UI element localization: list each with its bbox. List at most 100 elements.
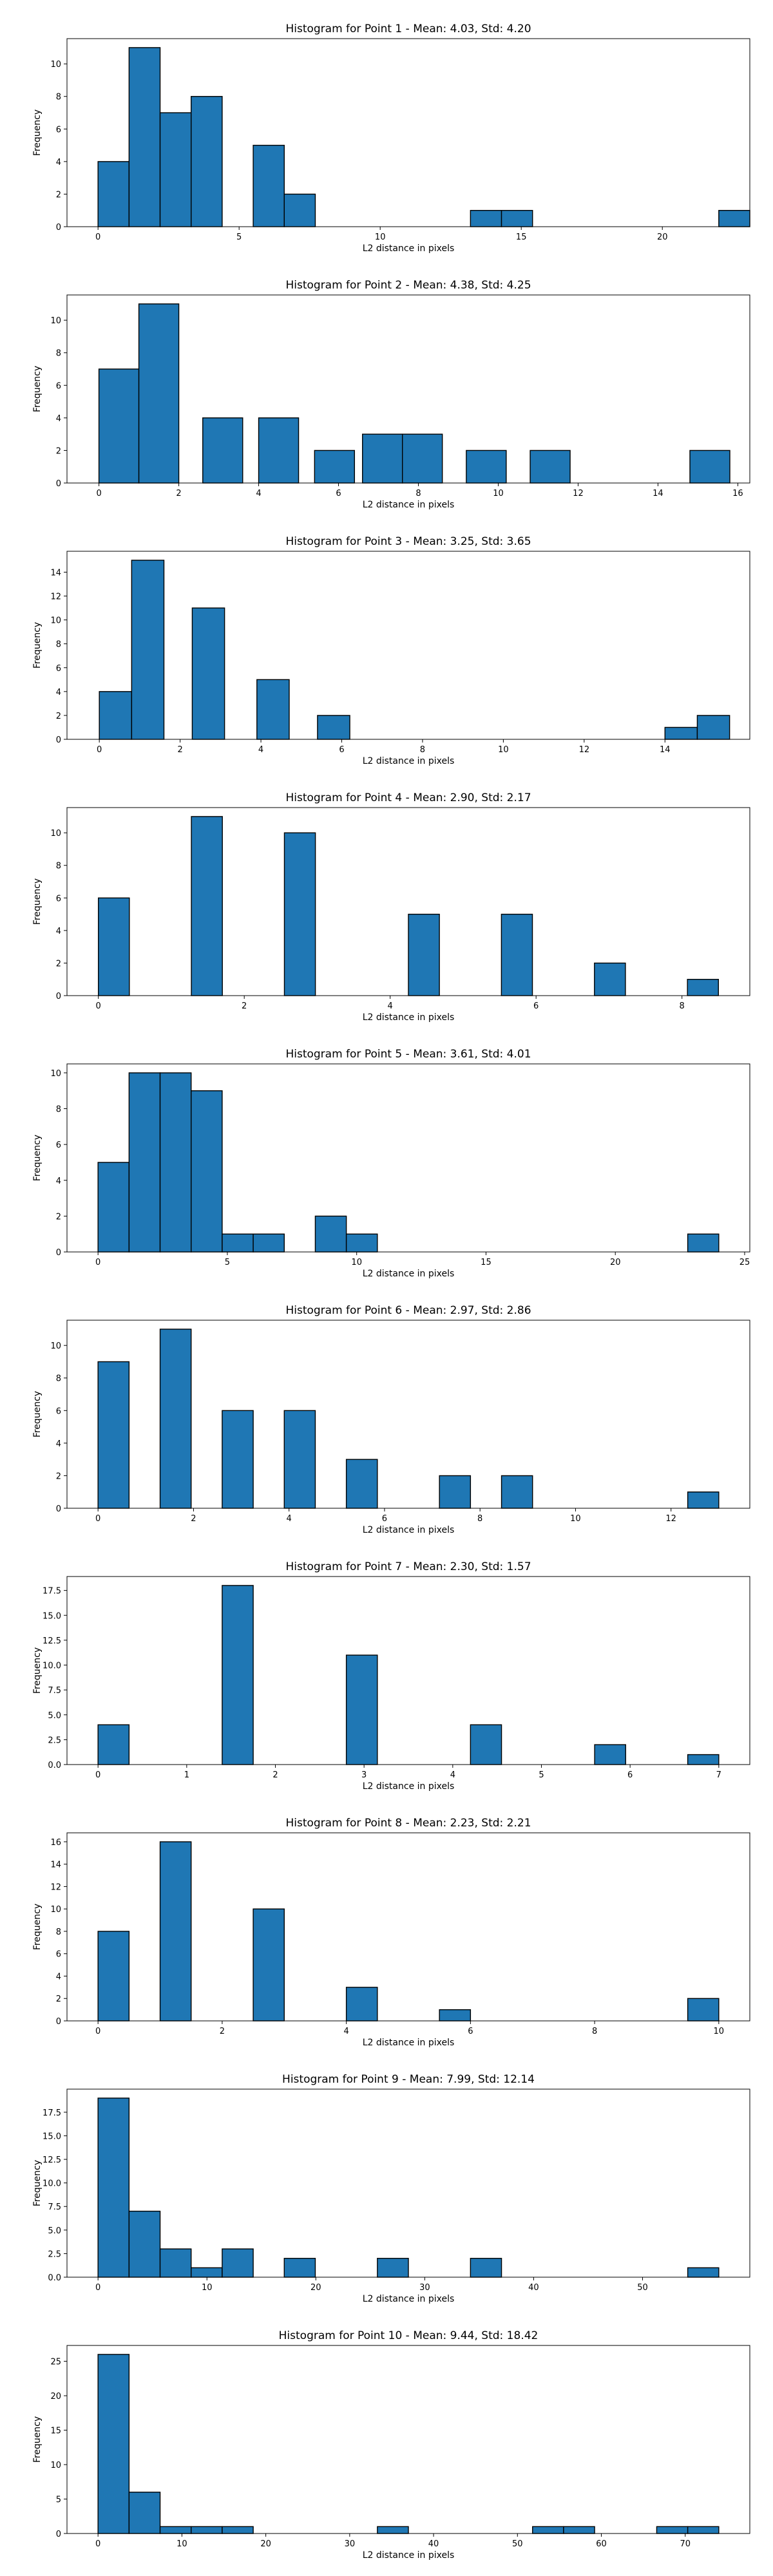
histogram-bar <box>159 1072 192 1253</box>
y-axis-label: Frequency <box>32 1647 43 1694</box>
histogram-bar <box>345 1459 378 1509</box>
y-tick-label: 4 <box>56 927 61 936</box>
axes-frame <box>66 1832 750 2022</box>
y-tick-label: 0 <box>56 1504 61 1514</box>
histogram-bar <box>687 979 720 996</box>
histogram-bar <box>97 897 130 996</box>
x-axis-label: L2 distance in pixels <box>363 2038 455 2048</box>
histogram-bar <box>594 962 626 996</box>
bars <box>97 2354 720 2534</box>
histogram-bar <box>159 1329 192 1509</box>
x-tick-label: 3 <box>361 1770 367 1780</box>
y-tick-label: 10 <box>50 60 61 70</box>
chart-title: Histogram for Point 7 - Mean: 2.30, Std:… <box>285 1560 531 1573</box>
y-tick-label: 2 <box>56 712 61 721</box>
x-tick-label: 12 <box>579 745 590 755</box>
histogram-bar <box>687 1754 720 1765</box>
x-tick-label: 2 <box>191 1514 196 1524</box>
axes-frame <box>66 1063 750 1253</box>
x-tick-label: 10 <box>498 745 509 755</box>
x-tick-label: 15 <box>516 232 527 242</box>
axes-frame <box>66 1576 750 1765</box>
histogram-bar <box>283 1410 316 1509</box>
chart-title: Histogram for Point 6 - Mean: 2.97, Std:… <box>285 1304 531 1317</box>
y-tick-label: 0 <box>56 2530 61 2539</box>
y-tick-label: 2 <box>56 1472 61 1481</box>
y-tick-label: 10 <box>50 1069 61 1079</box>
x-tick-label: 0 <box>95 1514 100 1524</box>
histogram-bar <box>317 715 350 740</box>
histogram-bar <box>202 417 243 484</box>
y-tick-label: 12 <box>50 1882 61 1892</box>
y-tick-label: 14 <box>50 1861 61 1870</box>
y-tick-label: 5.0 <box>48 1711 61 1721</box>
histogram-bar <box>689 450 730 484</box>
x-axis-label: L2 distance in pixels <box>363 1525 455 1535</box>
y-tick-label: 12.5 <box>43 1636 61 1646</box>
bars <box>97 1585 720 1765</box>
y-tick-label: 4 <box>56 688 61 697</box>
y-axis-label: Frequency <box>32 622 43 668</box>
x-tick-label: 6 <box>382 1514 387 1524</box>
y-tick-label: 7.5 <box>48 1686 61 1696</box>
y-tick-label: 0 <box>56 992 61 1001</box>
histogram-bar <box>466 450 507 484</box>
histogram-bar <box>687 2526 720 2534</box>
histogram-bar <box>530 450 571 484</box>
x-axis-label: L2 distance in pixels <box>363 1781 455 1792</box>
y-tick-label: 20 <box>50 2392 61 2401</box>
chart-title: Histogram for Point 5 - Mean: 3.61, Std:… <box>285 1048 531 1061</box>
histogram-bar <box>470 2258 502 2278</box>
y-tick-label: 6 <box>56 381 61 391</box>
histogram-bar <box>99 691 133 740</box>
x-tick-label: 8 <box>592 2027 597 2036</box>
x-tick-label: 0 <box>97 745 102 755</box>
y-tick-label: 17.5 <box>43 1587 61 1596</box>
histogram-bar <box>97 1724 130 1765</box>
histogram-bar <box>408 913 440 996</box>
histogram-bar <box>377 2526 409 2534</box>
histogram-bar <box>345 1233 378 1253</box>
y-tick-label: 8 <box>56 862 61 871</box>
histogram-chart-2: Histogram for Point 2 - Mean: 4.38, Std:… <box>32 279 750 510</box>
histogram-bar <box>718 210 750 227</box>
histogram-bar <box>159 112 192 227</box>
x-axis-label: L2 distance in pixels <box>363 756 455 766</box>
y-axis-label: Frequency <box>32 1904 43 1950</box>
histogram-bar <box>687 1998 720 2022</box>
histogram-bar <box>222 1585 254 1765</box>
x-tick-label: 0 <box>96 1001 101 1011</box>
y-tick-label: 5 <box>56 2496 61 2505</box>
histogram-bar <box>128 47 161 227</box>
x-tick-label: 10 <box>351 1258 362 1267</box>
y-tick-label: 6 <box>56 1950 61 1960</box>
histogram-bar <box>128 1072 161 1253</box>
x-axis-label: L2 distance in pixels <box>363 1269 455 1279</box>
histogram-bar <box>97 1931 130 2022</box>
histogram-bar <box>362 433 403 484</box>
x-tick-label: 12 <box>573 489 584 498</box>
x-tick-label: 4 <box>258 745 263 755</box>
x-tick-label: 12 <box>665 1514 676 1524</box>
y-tick-label: 2.5 <box>48 2249 61 2259</box>
x-tick-label: 7 <box>716 1770 721 1780</box>
x-tick-label: 6 <box>627 1770 633 1780</box>
y-tick-label: 10.0 <box>43 2179 61 2189</box>
y-tick-label: 4 <box>56 158 61 167</box>
y-tick-label: 8 <box>56 1927 61 1937</box>
y-tick-label: 15.0 <box>43 2132 61 2141</box>
x-tick-label: 6 <box>468 2027 473 2036</box>
y-axis-label: Frequency <box>32 1135 43 1181</box>
histogram-chart-4: Histogram for Point 4 - Mean: 2.90, Std:… <box>32 791 750 1023</box>
y-tick-label: 0 <box>56 735 61 745</box>
y-tick-label: 8 <box>56 640 61 650</box>
x-axis-label: L2 distance in pixels <box>363 2294 455 2304</box>
x-tick-label: 1 <box>184 1770 189 1780</box>
y-tick-label: 5.0 <box>48 2226 61 2236</box>
x-tick-label: 2 <box>176 489 181 498</box>
histogram-bar <box>470 1724 502 1765</box>
x-tick-label: 4 <box>388 1001 393 1011</box>
histogram-bar <box>439 2009 472 2022</box>
axes-frame <box>66 551 750 740</box>
